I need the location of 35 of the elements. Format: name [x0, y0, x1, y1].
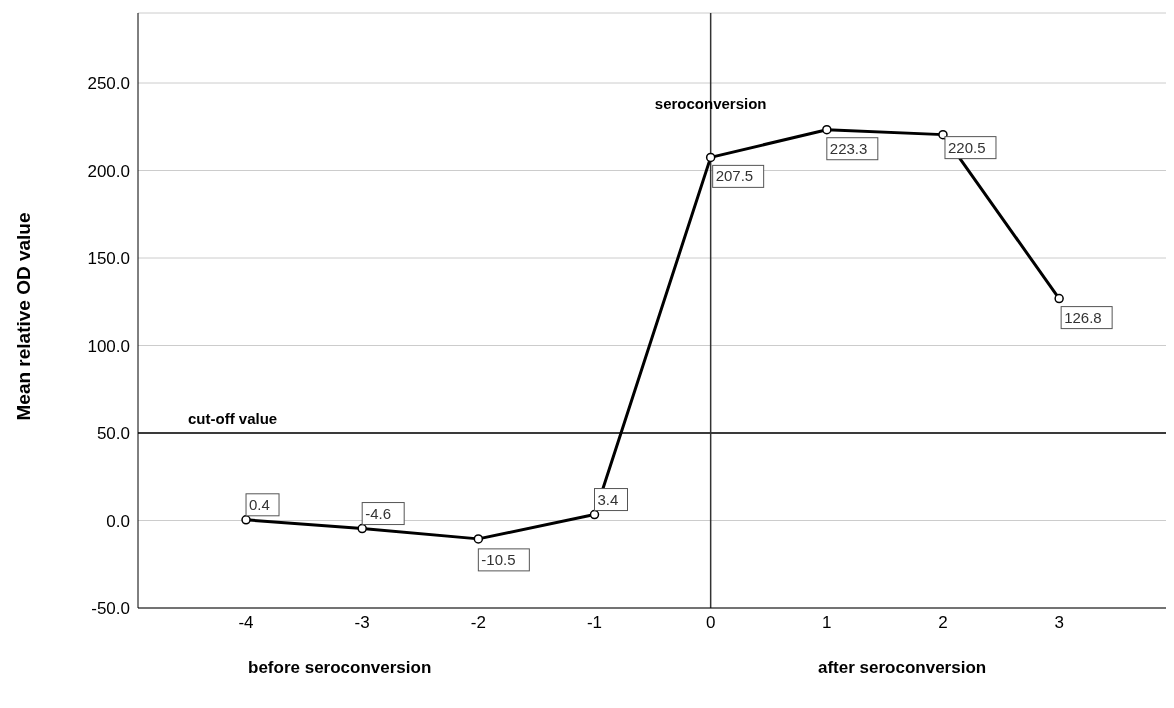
x-tick-label: 1 [822, 613, 832, 633]
point [589, 509, 600, 520]
x-tick-label: -2 [470, 613, 486, 633]
point [473, 534, 484, 544]
ref-line-label: cut-off value [188, 409, 278, 427]
point [822, 124, 832, 135]
x-tick-label: 3 [1054, 613, 1064, 633]
data-label: 3.4 [597, 490, 619, 508]
x-tick-label: -3 [354, 613, 370, 633]
data-label: 126.8 [1064, 308, 1102, 326]
y-tick-label: 0.0 [106, 511, 130, 531]
y-tick-label: 100.0 [87, 336, 130, 356]
y-tick-label: 200.0 [87, 161, 130, 181]
point [1054, 293, 1064, 304]
x-tick-label: -1 [586, 613, 603, 633]
x-tick-label: -4 [238, 613, 254, 633]
y-tick-label: 50.0 [96, 424, 130, 444]
data-label: -10.5 [481, 550, 516, 568]
data-label: 207.5 [715, 167, 754, 185]
point [705, 152, 716, 163]
data-label: 223.3 [829, 139, 868, 157]
y-tick-label: 250.0 [87, 74, 130, 94]
text: after seroconversion [818, 658, 987, 678]
y-tick-label: -50.0 [91, 599, 130, 619]
data-label: 0.4 [249, 495, 270, 513]
y-tick-label: 150.0 [87, 249, 130, 269]
point [938, 129, 948, 140]
point [357, 523, 367, 534]
text: before seroconversion [248, 658, 432, 678]
point [241, 515, 251, 525]
data-label: -4.6 [365, 504, 392, 522]
data-label: 220.5 [947, 138, 986, 156]
x-tick-label: 2 [938, 613, 948, 633]
y-axis-title: Mean relative OD value [12, 212, 34, 421]
x-tick-label: 0 [705, 613, 716, 633]
